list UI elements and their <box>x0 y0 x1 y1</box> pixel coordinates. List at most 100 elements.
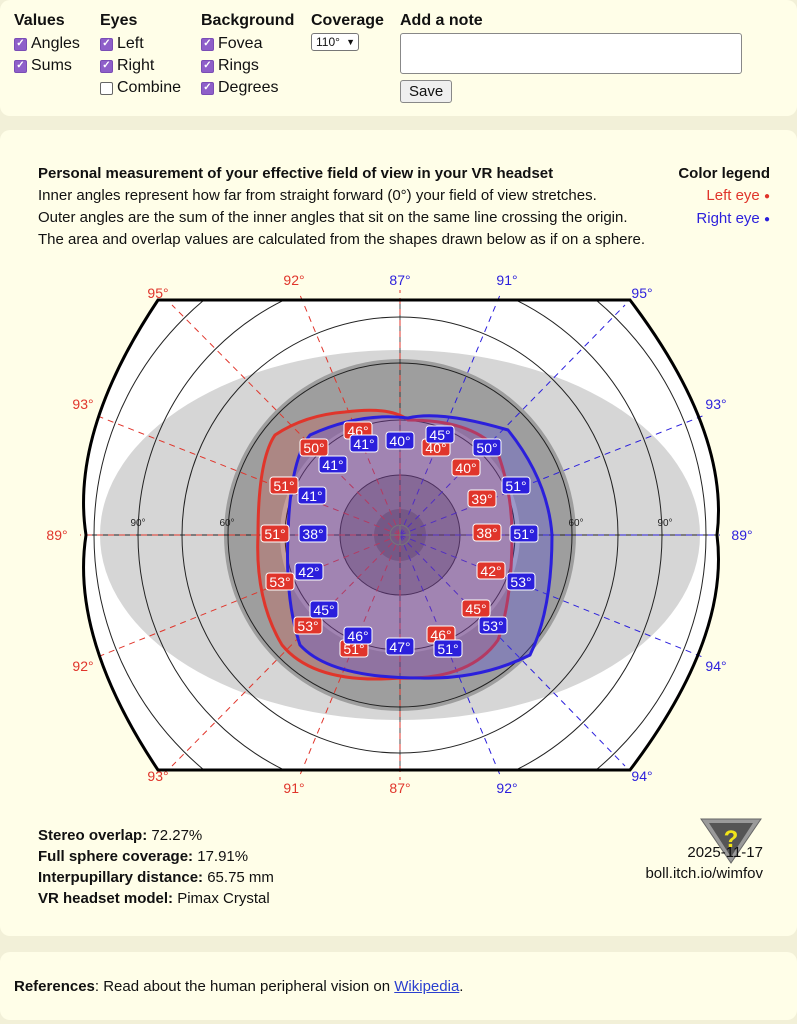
checkbox-checked-icon[interactable] <box>100 59 113 73</box>
angle-tag: 50° <box>472 438 502 457</box>
stats-block: Stereo overlap: 72.27% Full sphere cover… <box>38 825 274 909</box>
checkbox-checked-icon[interactable] <box>14 59 27 73</box>
svg-text:51°: 51° <box>505 478 526 494</box>
sum-label: 92° <box>283 272 304 288</box>
values-title: Values <box>14 12 65 29</box>
svg-text:40°: 40° <box>389 433 410 449</box>
angle-tag: 38° <box>298 524 328 543</box>
eyes-group: Eyes Left Right Combine <box>100 12 181 99</box>
checkbox-fovea[interactable]: Fovea <box>201 33 294 55</box>
svg-text:51°: 51° <box>513 526 534 542</box>
svg-text:40°: 40° <box>455 460 476 476</box>
checkbox-angles[interactable]: Angles <box>14 33 80 55</box>
svg-text:39°: 39° <box>471 491 492 507</box>
angle-tag: 51° <box>260 524 290 543</box>
sum-label: 93° <box>705 396 726 412</box>
measurement-date: 2025-11-17 <box>687 844 763 861</box>
app-logo-icon: ? <box>700 818 762 864</box>
app-info: 2025-11-17 boll.itch.io/wimfov <box>645 842 763 884</box>
svg-text:41°: 41° <box>322 457 343 473</box>
stereo-overlap-row: Stereo overlap: 72.27% <box>38 827 203 844</box>
angle-tag: 50° <box>299 438 329 457</box>
save-button[interactable]: Save <box>400 80 453 103</box>
note-textarea[interactable] <box>400 33 742 74</box>
right-eye-angle-tags: 45° 41° 40° 41° 41° 38° 42° 45° 46° 47° … <box>294 425 539 658</box>
svg-text:45°: 45° <box>465 601 486 617</box>
wikipedia-link[interactable]: Wikipedia <box>394 978 460 995</box>
references-panel: References: Read about the human periphe… <box>0 952 797 1020</box>
checkbox-combine[interactable]: Combine <box>100 77 181 99</box>
legend-right-eye: Right eye ● <box>696 210 770 227</box>
checkbox-checked-icon[interactable] <box>100 37 113 51</box>
angle-tag: 53° <box>506 572 536 591</box>
svg-text:42°: 42° <box>298 564 319 580</box>
checkbox-checked-icon[interactable] <box>201 59 214 73</box>
sum-label: 95° <box>631 285 652 301</box>
coverage-select[interactable]: 110° ▼ <box>311 33 359 51</box>
angle-tag: 41° <box>349 434 379 453</box>
checkbox-unchecked-icon[interactable] <box>100 81 113 95</box>
svg-text:51°: 51° <box>343 641 364 657</box>
description-line-3: The area and overlap values are calculat… <box>38 231 646 248</box>
angle-tag: 45° <box>461 599 491 618</box>
angle-tag: 45° <box>309 600 339 619</box>
svg-text:50°: 50° <box>303 440 324 456</box>
coverage-frame <box>82 298 720 772</box>
checkbox-left[interactable]: Left <box>100 33 181 55</box>
angle-tag: 38° <box>472 523 502 542</box>
sum-label: 87° <box>389 780 410 796</box>
main-panel: Personal measurement of your effective f… <box>0 130 797 936</box>
sum-label: 95° <box>147 285 168 301</box>
svg-text:46°: 46° <box>347 628 368 644</box>
checkbox-checked-icon[interactable] <box>14 37 27 51</box>
checkbox-rings[interactable]: Rings <box>201 55 294 77</box>
ipd-row: Interpupillary distance: 65.75 mm <box>38 869 274 886</box>
checkbox-degrees[interactable]: Degrees <box>201 77 294 99</box>
sum-label: 94° <box>705 658 726 674</box>
legend-left-eye: Left eye ● <box>706 187 770 204</box>
background-title: Background <box>201 12 295 29</box>
svg-text:53°: 53° <box>269 574 290 590</box>
checkbox-right[interactable]: Right <box>100 55 181 77</box>
chart-title: Personal measurement of your effective f… <box>38 165 554 182</box>
description-line-1: Inner angles represent how far from stra… <box>38 187 597 204</box>
right-eye-radials <box>399 294 720 776</box>
sum-label: 89° <box>46 527 67 543</box>
sum-label: 93° <box>72 396 93 412</box>
checkbox-checked-icon[interactable] <box>201 37 214 51</box>
angle-tag: 40° <box>385 431 415 450</box>
checkbox-checked-icon[interactable] <box>201 81 214 95</box>
red-dot-icon: ● <box>763 191 770 202</box>
angle-tag: 51° <box>433 639 463 658</box>
angle-tag: 47° <box>385 637 415 656</box>
angle-tag: 53° <box>265 572 295 591</box>
references-label: References <box>14 978 95 995</box>
sphere-coverage-row: Full sphere coverage: 17.91% <box>38 848 249 865</box>
svg-text:41°: 41° <box>301 488 322 504</box>
description-line-2: Outer angles are the sum of the inner an… <box>38 209 628 226</box>
angle-tag: 45° <box>425 425 455 444</box>
coverage-group: Coverage 110° ▼ <box>311 12 384 51</box>
svg-text:45°: 45° <box>429 427 450 443</box>
sum-label: 92° <box>72 658 93 674</box>
chevron-down-icon: ▼ <box>346 37 355 47</box>
values-group: Values Angles Sums <box>14 12 80 77</box>
controls-panel: Values Angles Sums Eyes Left Right Combi… <box>0 0 797 116</box>
svg-text:50°: 50° <box>476 440 497 456</box>
sum-label: 91° <box>283 780 304 796</box>
angle-tag: 51° <box>509 524 539 543</box>
headset-model-row: VR headset model: Pimax Crystal <box>38 890 270 907</box>
site-url: boll.itch.io/wimfov <box>645 865 763 882</box>
svg-text:53°: 53° <box>482 618 503 634</box>
checkbox-sums[interactable]: Sums <box>14 55 80 77</box>
sum-label: 89° <box>731 527 752 543</box>
svg-text:51°: 51° <box>264 526 285 542</box>
coverage-title: Coverage <box>311 12 384 29</box>
angle-tag: 42° <box>294 562 324 581</box>
angle-tag: 42° <box>476 561 506 580</box>
angle-tag: 53° <box>293 616 323 635</box>
svg-text:45°: 45° <box>313 602 334 618</box>
sum-label: 87° <box>389 272 410 288</box>
svg-text:38°: 38° <box>476 525 497 541</box>
left-eye-radials <box>80 290 401 780</box>
